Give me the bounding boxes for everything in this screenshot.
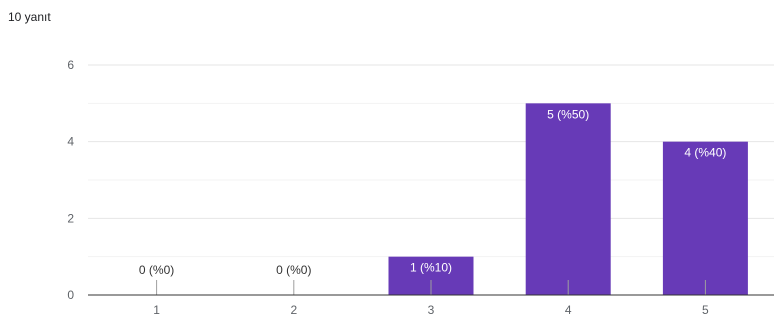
y-axis-ticks: 0 2 4 6 — [67, 58, 74, 302]
x-tick-label: 1 — [153, 303, 160, 317]
y-tick-label: 0 — [67, 288, 74, 302]
bar-4 — [525, 103, 611, 295]
x-tick-label: 3 — [428, 303, 435, 317]
bars — [388, 103, 748, 295]
y-tick-label: 2 — [67, 211, 74, 225]
data-label: 5 (%50) — [547, 107, 589, 121]
x-axis-ticks: 1 2 3 4 5 — [153, 280, 709, 317]
data-labels: 0 (%0) 0 (%0) 1 (%10) 5 (%50) 4 (%40) — [139, 107, 726, 277]
data-label: 0 (%0) — [276, 263, 311, 277]
data-label: 4 (%40) — [684, 146, 726, 160]
bar-5 — [662, 141, 748, 295]
x-tick-label: 4 — [565, 303, 572, 317]
data-label: 1 (%10) — [410, 261, 452, 275]
x-tick-label: 2 — [290, 303, 297, 317]
response-count: 10 yanıt — [8, 10, 51, 24]
data-label: 0 (%0) — [139, 263, 174, 277]
y-tick-label: 4 — [67, 135, 74, 149]
x-tick-label: 5 — [702, 303, 709, 317]
y-tick-label: 6 — [67, 58, 74, 72]
